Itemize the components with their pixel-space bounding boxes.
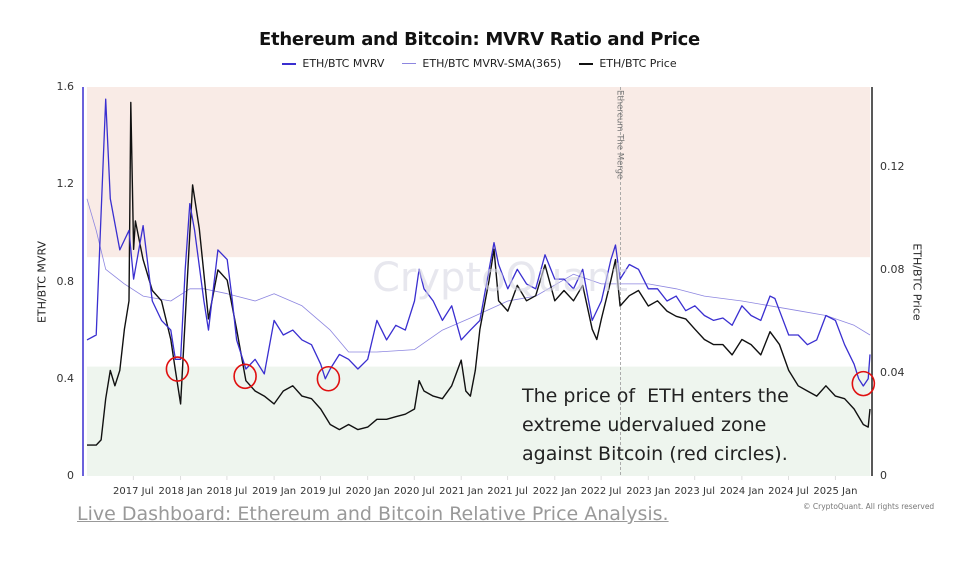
- y2-tick-label: 0.12: [880, 159, 905, 173]
- dashboard-link[interactable]: Live Dashboard: Ethereum and Bitcoin Rel…: [77, 503, 669, 525]
- y-tick-label: 1.6: [56, 80, 75, 93]
- legend-swatch: [282, 62, 297, 65]
- x-tick-label: 2018 Jan: [158, 486, 203, 497]
- legend-label: ETH/BTC MVRV-SMA(365): [422, 57, 562, 70]
- y2-axis-label: ETH/BTC Price: [910, 243, 924, 321]
- y-tick-label: 0.4: [56, 371, 75, 385]
- highlight-circle: [851, 370, 876, 397]
- y-tick-label: 1.2: [56, 177, 75, 191]
- watermark-logo: CryptoQuant: [372, 255, 628, 301]
- legend-label: ETH/BTC MVRV: [302, 57, 385, 70]
- x-tick-label: 2021 Jul: [487, 486, 528, 497]
- legend-item[interactable]: ETH/BTC MVRV: [282, 57, 384, 70]
- x-tick-label: 2023 Jul: [674, 486, 716, 497]
- legend: ETH/BTC MVRV ETH/BTC MVRV-SMA(365) ETH/BTC…: [0, 57, 959, 70]
- legend-item[interactable]: ETH/BTC Price: [579, 57, 677, 70]
- x-tick-label: 2023 Jan: [626, 486, 671, 497]
- legend-item[interactable]: ETH/BTC MVRV-SMA(365): [402, 57, 561, 70]
- series-line-mvrv: [86, 98, 871, 387]
- y2-tick-label: 0.08: [880, 262, 905, 276]
- y2-tick-label: 0.04: [880, 365, 905, 379]
- highlight-circle: [316, 365, 341, 392]
- x-tick-label: 2019 Jan: [252, 486, 297, 497]
- x-tick-label: 2020 Jul: [393, 486, 435, 497]
- x-tick-label: 2017 Jul: [113, 486, 154, 497]
- x-tick-label: 2018 Jul: [206, 486, 248, 497]
- overvalued-zone: [87, 87, 870, 258]
- y-axis-label: ETH/BTC MVRV: [35, 240, 49, 324]
- chart-title: Ethereum and Bitcoin: MVRV Ratio and Pri…: [259, 29, 700, 50]
- event-label: Ethereum The Merge: [614, 90, 625, 180]
- series-line-price: [87, 101, 871, 446]
- annotation-text: The price of ETH enters the extreme uder…: [522, 385, 789, 465]
- x-tick-label: 2024 Jan: [719, 486, 764, 497]
- highlight-circle: [165, 356, 190, 382]
- legend-swatch: [579, 62, 594, 65]
- highlight-circle: [233, 363, 257, 390]
- x-tick-label: 2022 Jan: [532, 486, 577, 497]
- x-tick-label: 2022 Jul: [580, 486, 622, 497]
- series-line-mvrv-sma: [86, 198, 871, 353]
- y-tick-label: 0.8: [56, 274, 75, 288]
- x-tick-label: 2025 Jan: [813, 486, 858, 497]
- x-tick-label: 2024 Jul: [768, 486, 809, 497]
- x-tick-label: 2020 Jan: [345, 486, 390, 497]
- x-tick-label: 2021 Jan: [439, 486, 484, 497]
- undervalued-zone: [87, 366, 870, 476]
- legend-swatch: [402, 63, 417, 64]
- y-tick-label: 0: [67, 469, 74, 482]
- y2-tick-label: 0: [880, 469, 887, 482]
- x-tick-label: 2019 Jul: [300, 486, 341, 497]
- legend-label: ETH/BTC Price: [599, 57, 677, 70]
- copyright: © CryptoQuant. All rights reserved: [803, 502, 935, 511]
